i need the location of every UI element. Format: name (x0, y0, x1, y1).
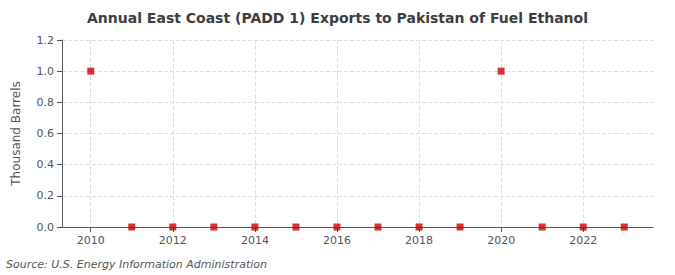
svg-text:2018: 2018 (405, 234, 433, 247)
svg-text:Thousand Barrels: Thousand Barrels (9, 81, 23, 186)
svg-text:1.0: 1.0 (37, 65, 55, 78)
svg-text:Source: U.S. Energy Informatio: Source: U.S. Energy Information Administ… (6, 258, 267, 271)
svg-text:2016: 2016 (323, 234, 351, 247)
svg-text:Annual East Coast (PADD 1) Exp: Annual East Coast (PADD 1) Exports to Pa… (87, 10, 588, 26)
svg-text:2012: 2012 (159, 234, 187, 247)
svg-text:0.6: 0.6 (37, 127, 55, 140)
svg-text:2014: 2014 (241, 234, 269, 247)
svg-text:2020: 2020 (487, 234, 515, 247)
svg-text:0.0: 0.0 (37, 221, 55, 234)
svg-text:0.2: 0.2 (37, 189, 55, 202)
svg-text:2010: 2010 (77, 234, 105, 247)
svg-text:0.8: 0.8 (37, 96, 55, 109)
svg-text:2022: 2022 (569, 234, 597, 247)
svg-text:1.2: 1.2 (37, 34, 55, 47)
svg-text:0.4: 0.4 (37, 158, 55, 171)
